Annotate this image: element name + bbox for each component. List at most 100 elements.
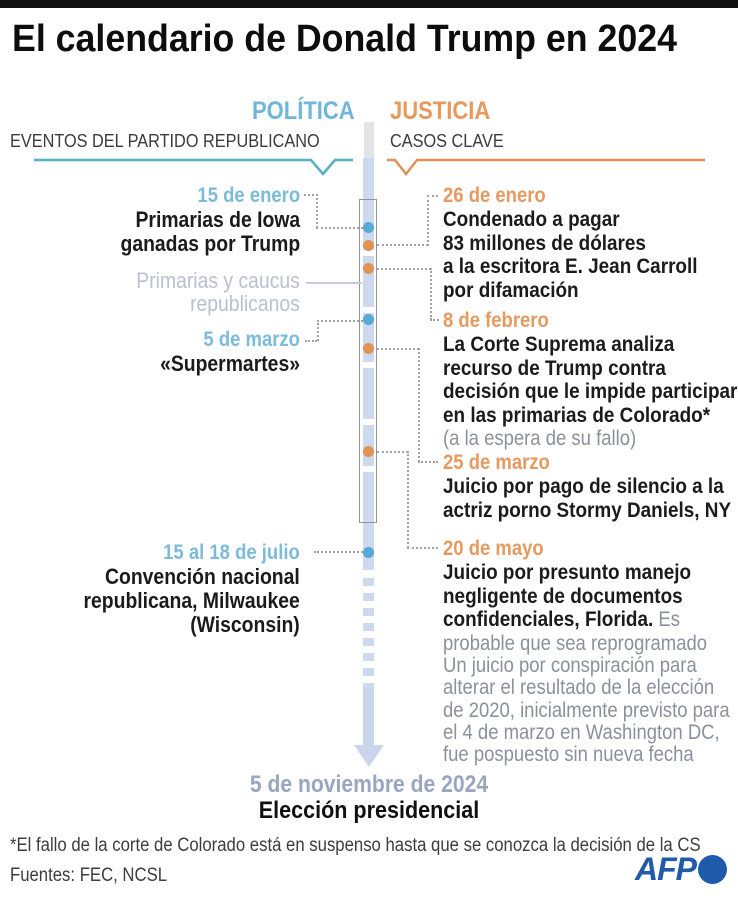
event-date: 25 de marzo [443, 451, 550, 474]
event-text-line: ganadas por Trump [120, 231, 300, 256]
event-date: 15 al 18 de julio [163, 541, 300, 564]
event-text-line: recurso de Trump contra [443, 355, 666, 380]
event-gray-line: probable que sea reprogramado [443, 631, 708, 655]
election-date: 5 de noviembre de 2024 [249, 771, 489, 798]
connector-line [418, 348, 420, 462]
connector-line [427, 195, 438, 197]
political-event-jul15-18: 15 al 18 de julio Convención nacional re… [54, 541, 300, 637]
event-text-line: a la escritora E. Jean Carroll [443, 254, 698, 278]
page-title: El calendario de Donald Trump en 2024 [12, 18, 677, 60]
event-text-line: negligente de documentos [443, 583, 683, 608]
timeline-dot-may20 [363, 446, 374, 457]
connector-line [430, 268, 432, 320]
event-text-line: Condenado a pagar [443, 207, 620, 231]
timeline-dot-mar25 [363, 343, 374, 354]
top-black-bar [0, 0, 738, 8]
timeline-dashed-segment [363, 578, 374, 688]
justice-event-mar25: 25 de marzo Juicio por pago de silencio … [443, 451, 738, 522]
event-text-line: por difamación [443, 277, 579, 302]
connector-line [317, 320, 319, 341]
event-gray-fragment: Es [653, 608, 680, 631]
election-label: Elección presidencial [258, 797, 480, 824]
connector-line [377, 451, 408, 453]
note-text-line: Un juicio por conspiración para [443, 654, 697, 677]
event-text-line: republicana, Milwaukee [83, 588, 300, 613]
connector-line [317, 320, 363, 322]
event-date: 5 de marzo [203, 328, 300, 351]
timeline-dot-feb8 [363, 263, 374, 274]
event-date: 8 de febrero [443, 309, 549, 332]
note-text-line: fue pospuesto sin nueva fecha [443, 743, 694, 767]
connector-line [305, 340, 317, 342]
note-text-line: republicanos [190, 291, 300, 316]
event-text-line: Primarias de Iowa [135, 207, 300, 232]
note-text-line: de 2020, inicialmente previsto para [443, 698, 730, 722]
justice-event-may20: 20 de mayo Juicio por presunto manejo ne… [443, 537, 738, 655]
event-date: 26 de enero [443, 184, 546, 207]
politics-subheader: EVENTOS DEL PARTIDO REPUBLICANO [10, 130, 320, 151]
sources: Fuentes: FEC, NCSL [10, 865, 168, 886]
event-text-line: decisión que le impide participar [443, 379, 738, 403]
note-text-line: alterar el resultado de la elección [443, 676, 715, 700]
afp-logo-text: AFP [635, 851, 697, 887]
event-text-line: en las primarias de Colorado* [443, 402, 711, 427]
timeline-arrow-shaft [363, 688, 374, 745]
timeline-dot-jul15 [363, 547, 374, 558]
event-text-line: actriz porno Stormy Daniels, NY [443, 497, 732, 522]
timeline-highlight-box [359, 199, 377, 523]
event-text-line: «Supermartes» [160, 351, 300, 376]
event-date: 15 de enero [197, 184, 300, 207]
election-block: 5 de noviembre de 2024 Elección presiden… [0, 772, 738, 824]
connector-line [430, 319, 439, 321]
timeline-dot-mar5 [363, 314, 374, 325]
footnote: *El fallo de la corte de Colorado está e… [10, 835, 701, 856]
political-event-mar5: 5 de marzo «Supermartes» [141, 328, 300, 376]
event-gray-line: (a la espera de su fallo) [443, 427, 637, 450]
political-event-jan15: 15 de enero Primarias de Iowa ganadas po… [96, 184, 300, 256]
event-date: 20 de mayo [443, 537, 544, 560]
connector-line [306, 282, 362, 284]
timeline-dot-jan26 [363, 240, 374, 251]
connector-line [304, 194, 318, 196]
justice-subheader: CASOS CLAVE [390, 130, 504, 151]
timeline-top-strip [364, 122, 374, 158]
afp-logo-circle-icon [698, 855, 727, 884]
connector-line [314, 551, 363, 553]
event-text-line: Juicio por presunto manejo [443, 560, 692, 584]
justice-note-washington: Un juicio por conspiración para alterar … [443, 654, 738, 767]
connector-line [407, 451, 409, 548]
timeline-month-tick [363, 419, 374, 425]
connector-line [407, 547, 438, 549]
connector-line [377, 244, 428, 246]
note-text-line: Primarias y caucus [136, 268, 300, 293]
event-text-line: Juicio por pago de silencio a la [443, 474, 724, 498]
afp-logo: AFP [635, 851, 727, 888]
politics-brace-line [34, 158, 353, 176]
connector-line [427, 195, 429, 246]
justice-event-jan26: 26 de enero Condenado a pagar 83 millone… [443, 184, 732, 302]
timeline-month-tick [363, 466, 374, 472]
connector-line [418, 461, 438, 463]
event-text-line: Convención nacional [105, 564, 300, 589]
connector-line [316, 227, 363, 229]
timeline-month-tick [363, 307, 374, 313]
political-note-caucus: Primarias y caucus republicanos [114, 269, 300, 315]
connector-line [377, 268, 431, 270]
justice-event-feb8: 8 de febrero La Corte Suprema analiza re… [443, 309, 738, 451]
connector-line [377, 348, 419, 350]
politics-header: POLÍTICA [252, 97, 355, 125]
event-text-line: (Wisconsin) [190, 612, 300, 637]
timeline-month-tick [363, 250, 374, 256]
event-text-line: La Corte Suprema analiza [443, 332, 675, 356]
connector-line [316, 194, 318, 228]
note-text-line: el 4 de marzo en Washington DC, [443, 720, 720, 744]
event-mixed-line: confidenciales, Florida. Es [443, 607, 707, 632]
event-bold-fragment: confidenciales, Florida. [443, 607, 654, 631]
event-text-line: 83 millones de dólares [443, 230, 646, 255]
justice-header: JUSTICIA [390, 97, 491, 125]
timeline-month-tick [363, 362, 374, 368]
timeline-arrow-head-icon [354, 745, 384, 767]
justice-brace-line [387, 158, 705, 177]
timeline-dot-jan15 [363, 222, 374, 233]
